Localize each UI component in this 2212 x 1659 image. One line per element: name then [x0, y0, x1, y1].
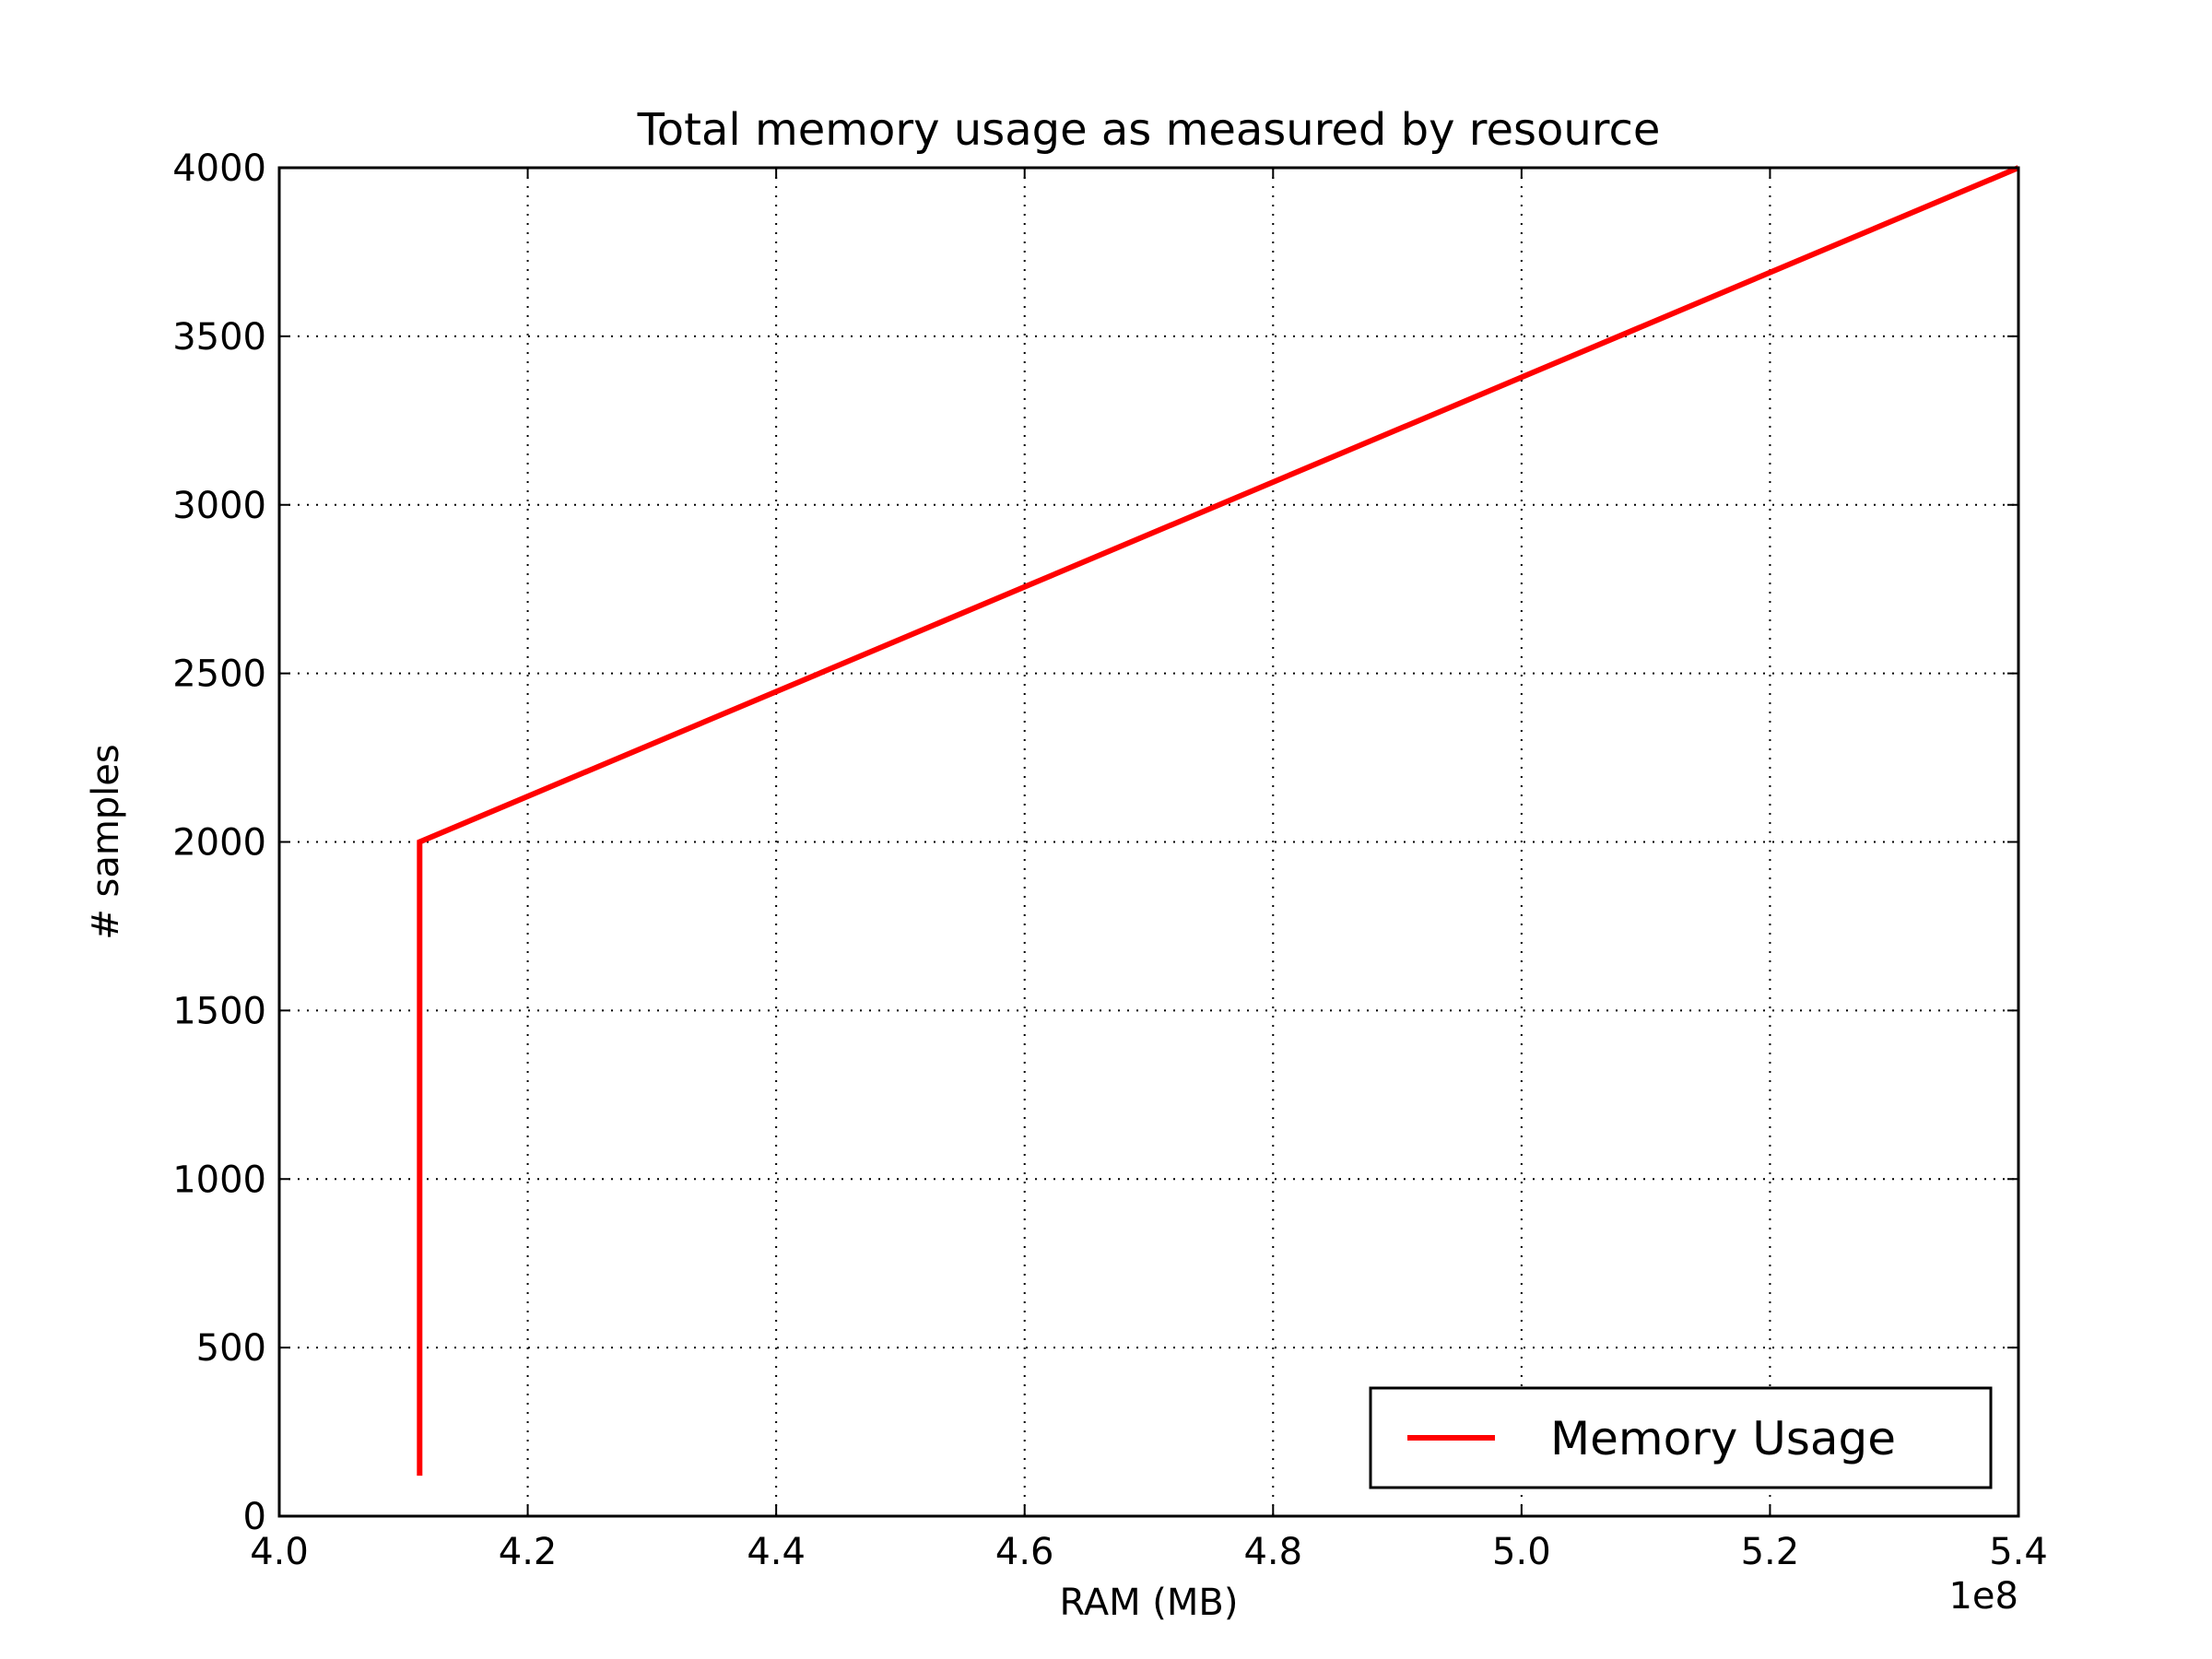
y-tick-label: 2500 — [172, 653, 266, 696]
chart-title: Total memory usage as measured by resour… — [637, 104, 1661, 156]
y-tick-label: 3500 — [172, 316, 266, 359]
y-axis-title: # samples — [85, 744, 127, 940]
x-tick-label: 4.4 — [747, 1531, 806, 1573]
x-tick-label: 4.0 — [250, 1531, 309, 1573]
x-tick-label: 5.2 — [1741, 1531, 1800, 1573]
x-tick-label: 4.2 — [499, 1531, 558, 1573]
legend-label: Memory Usage — [1550, 1412, 1896, 1465]
tick-labels: 4.0 4.2 4.4 4.6 4.8 5.0 5.2 5.4 0 500 1000 1500 2000… — [172, 147, 2048, 1573]
grid — [279, 168, 2018, 1516]
x-axis-title: RAM (MB) — [1060, 1582, 1239, 1624]
y-tick-label: 2000 — [172, 822, 266, 865]
y-tick-label: 500 — [196, 1327, 266, 1370]
y-tick-label: 1500 — [172, 990, 266, 1032]
x-tick-label: 4.6 — [995, 1531, 1054, 1573]
y-tick-label: 1000 — [172, 1159, 266, 1201]
x-axis-offset-label: 1e8 — [1948, 1575, 2018, 1618]
x-tick-label: 5.0 — [1492, 1531, 1551, 1573]
x-tick-label: 5.4 — [1989, 1531, 2048, 1573]
y-tick-label: 0 — [243, 1496, 266, 1538]
y-tick-label: 3000 — [172, 485, 266, 527]
series-line-memory-usage — [417, 165, 2020, 1477]
x-tick-label: 4.8 — [1243, 1531, 1302, 1573]
legend: Memory Usage — [1369, 1386, 1993, 1489]
series-layer — [417, 165, 2020, 1477]
ticks — [278, 167, 2019, 1517]
y-tick-label: 4000 — [172, 147, 266, 190]
